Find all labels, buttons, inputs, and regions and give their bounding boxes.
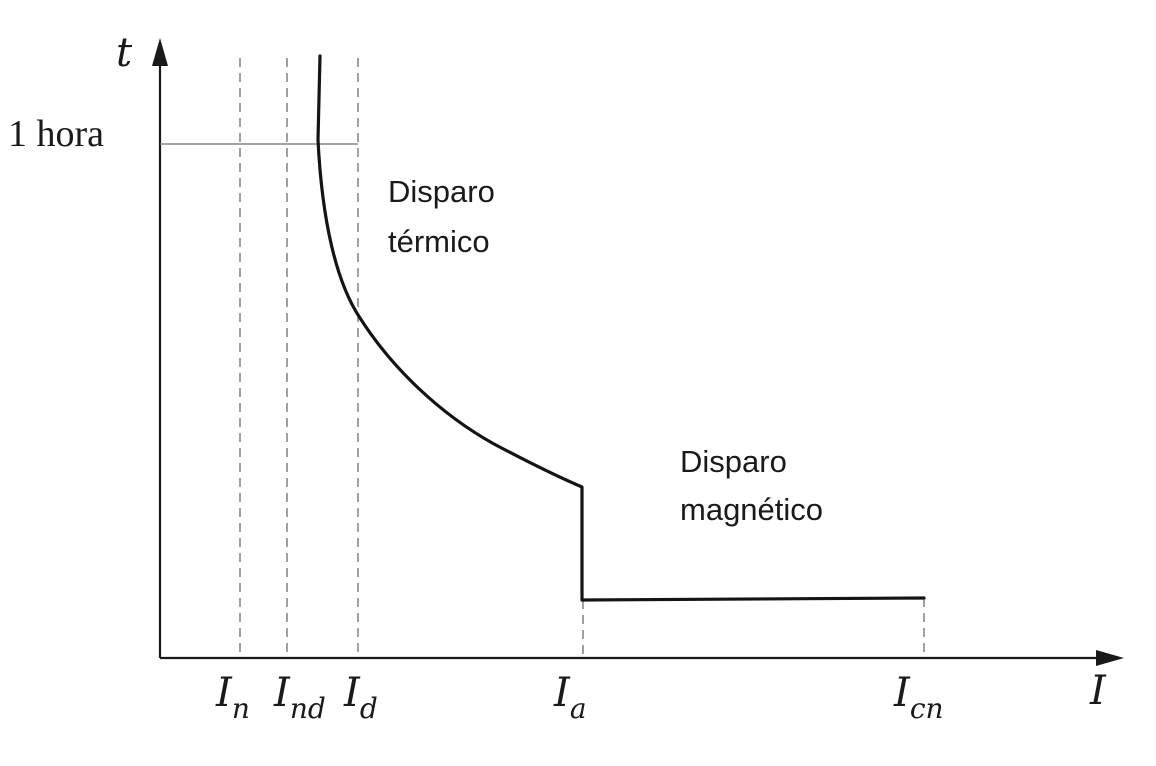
- y-axis-arrow-icon: [152, 38, 168, 66]
- magnetic-trip-label: Disparo magnético: [680, 444, 823, 527]
- tick-label-in: In: [215, 670, 250, 725]
- x-axis-arrow-icon: [1096, 650, 1124, 666]
- x-axis-label: I: [1089, 668, 1107, 714]
- thermal-trip-label: Disparo térmico: [388, 174, 503, 259]
- tick-label-ind: Ind: [273, 670, 326, 725]
- trip-curve: [316, 54, 926, 602]
- tick-label-icn: Icn: [893, 670, 944, 725]
- tick-label-id: Id: [343, 670, 378, 725]
- one-hour-label: 1 hora: [8, 113, 104, 155]
- y-axis-label: t: [116, 30, 133, 76]
- tick-label-ia: Ia: [553, 670, 587, 725]
